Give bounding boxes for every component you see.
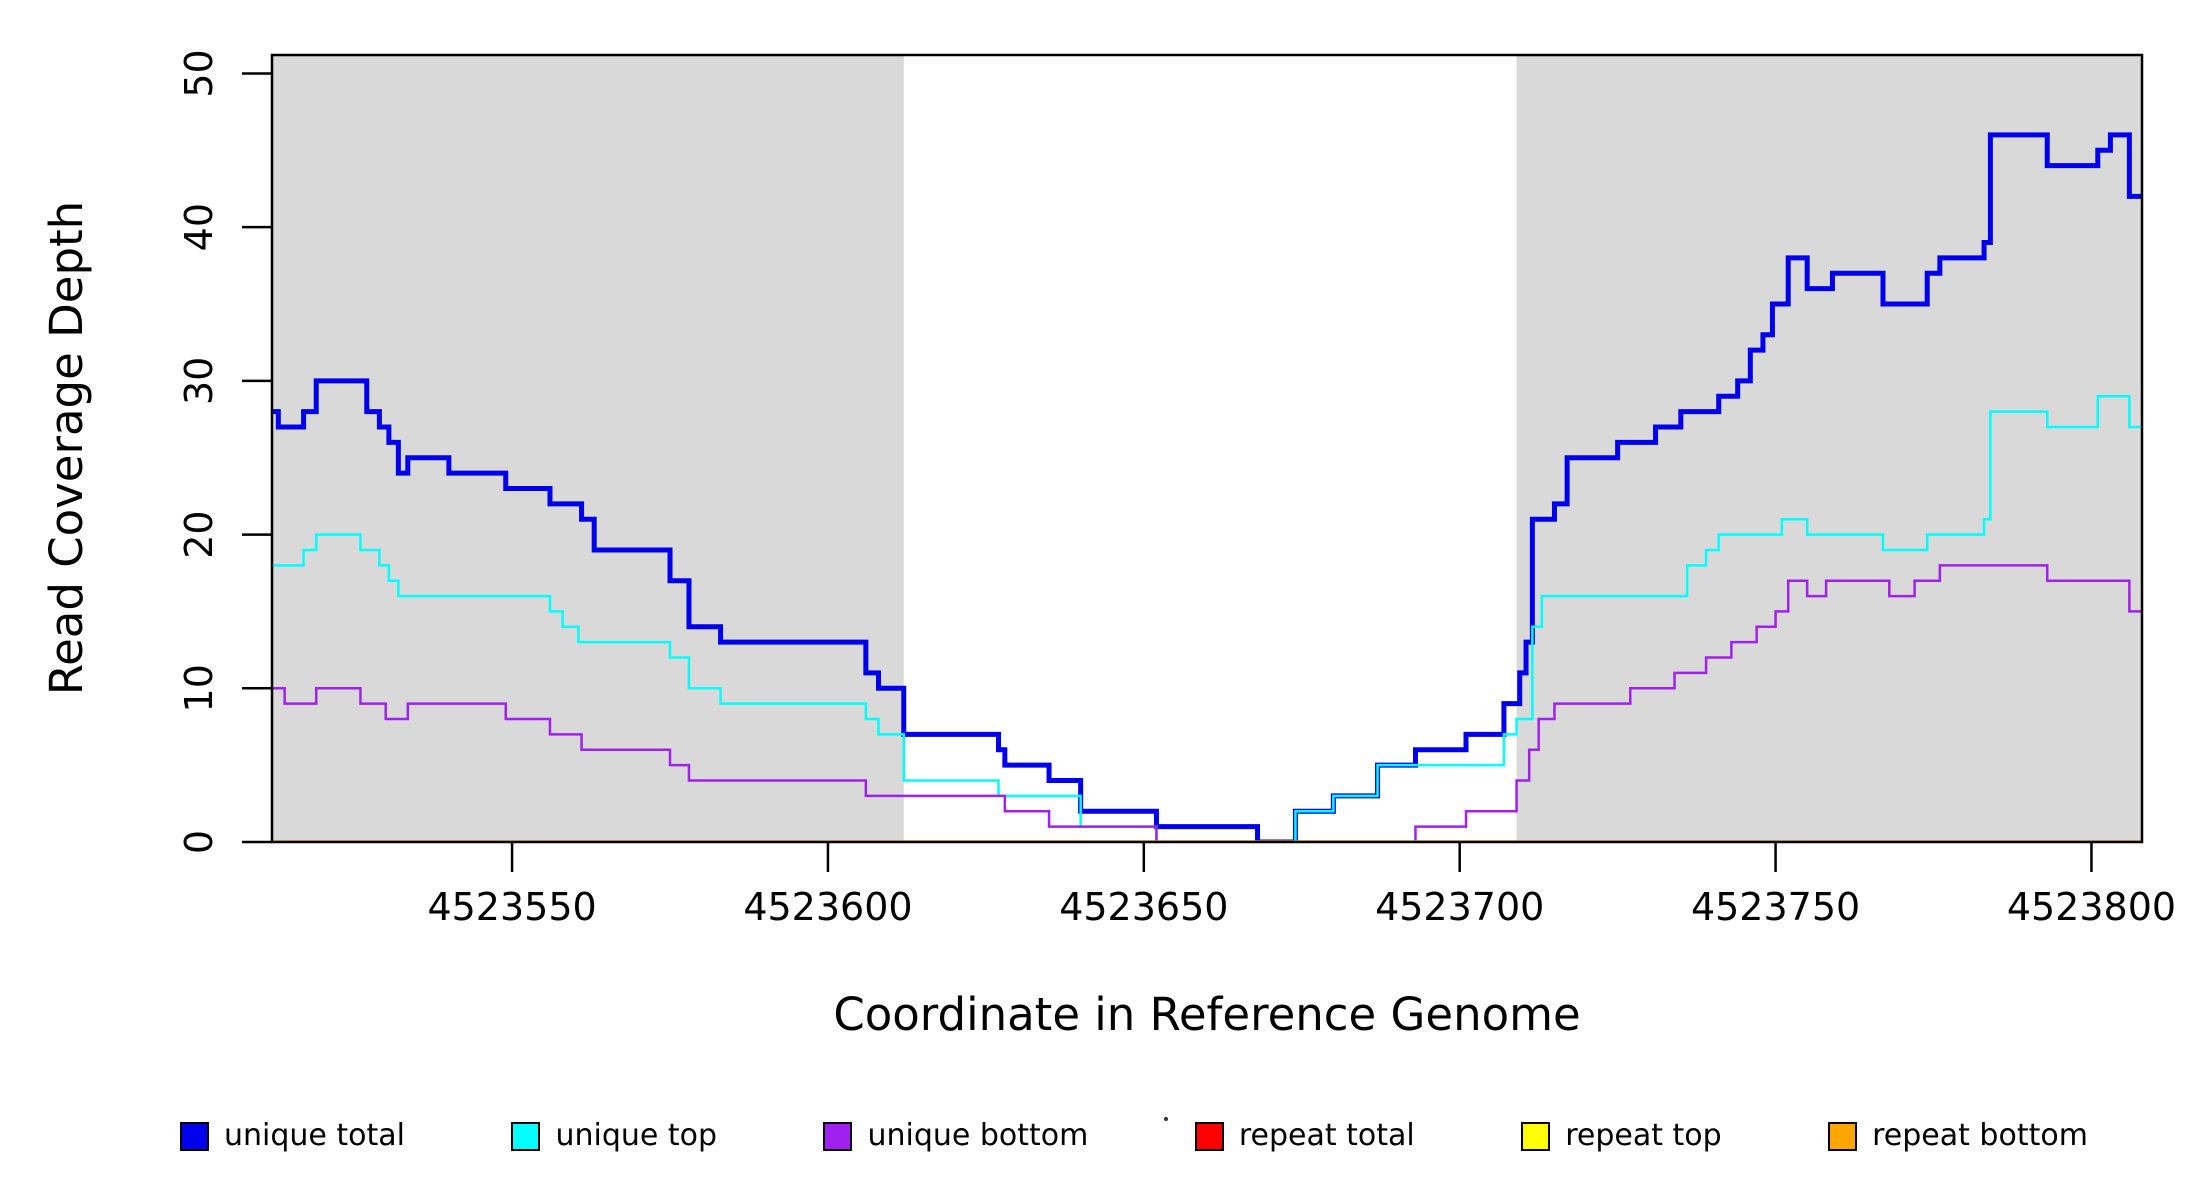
x-tick-label: 4523700: [1375, 885, 1544, 929]
stray-mark: [1164, 1117, 1168, 1121]
legend-swatch: [1521, 1121, 1551, 1151]
legend-label: repeat bottom: [1872, 1118, 2088, 1153]
y-tick-label: 40: [177, 203, 221, 251]
y-axis-title: Read Coverage Depth: [40, 201, 93, 695]
x-tick-label: 4523800: [2007, 885, 2176, 929]
x-tick-label: 4523600: [743, 885, 912, 929]
legend-label: unique bottom: [867, 1118, 1089, 1153]
series-lines: [272, 132, 2142, 842]
legend-item-repeat-bottom: repeat bottom: [1828, 1119, 2088, 1153]
legend-label: unique top: [555, 1118, 718, 1153]
legend-swatch: [511, 1121, 541, 1151]
legend-label: repeat top: [1565, 1118, 1722, 1153]
x-axis-title: Coordinate in Reference Genome: [833, 988, 1580, 1041]
y-tick-label: 50: [177, 49, 221, 97]
shaded-band: [272, 55, 904, 842]
shaded-band: [1516, 55, 2142, 842]
x-tick-label: 4523650: [1059, 885, 1228, 929]
series-unique-top: [272, 394, 2142, 842]
legend-swatch: [180, 1121, 209, 1151]
x-tick-label: 4523750: [1691, 885, 1860, 929]
axis-tick-labels: 4523550 4523600 4523650 4523700 4523750 45238…: [177, 49, 2176, 929]
legend-item-repeat-total: repeat total: [1194, 1118, 1415, 1153]
y-tick-label: 0: [177, 830, 221, 854]
legend-item-unique-bottom: unique bottom: [823, 1119, 1088, 1153]
y-tick-label: 10: [177, 664, 221, 712]
legend-item-unique-top: unique top: [511, 1119, 717, 1153]
legend-swatch: [1828, 1121, 1858, 1151]
legend-swatch: [1194, 1121, 1224, 1151]
axis-ticks: [242, 72, 2093, 872]
legend-swatch: [823, 1121, 853, 1151]
legend-item-repeat-top: repeat top: [1521, 1118, 1722, 1153]
legend-item-unique-total: unique total: [180, 1119, 405, 1153]
legend-label: unique total: [224, 1118, 406, 1153]
y-tick-label: 30: [177, 357, 221, 405]
x-tick-label: 4523550: [427, 885, 596, 929]
series-unique-bottom: [272, 564, 2142, 842]
legend: unique total unique top unique bottom repea…: [180, 1116, 2088, 1156]
plot-border: [270, 53, 2144, 844]
y-tick-label: 20: [177, 510, 221, 558]
shaded-bands: [272, 55, 2142, 842]
legend-label: repeat total: [1238, 1118, 1415, 1153]
